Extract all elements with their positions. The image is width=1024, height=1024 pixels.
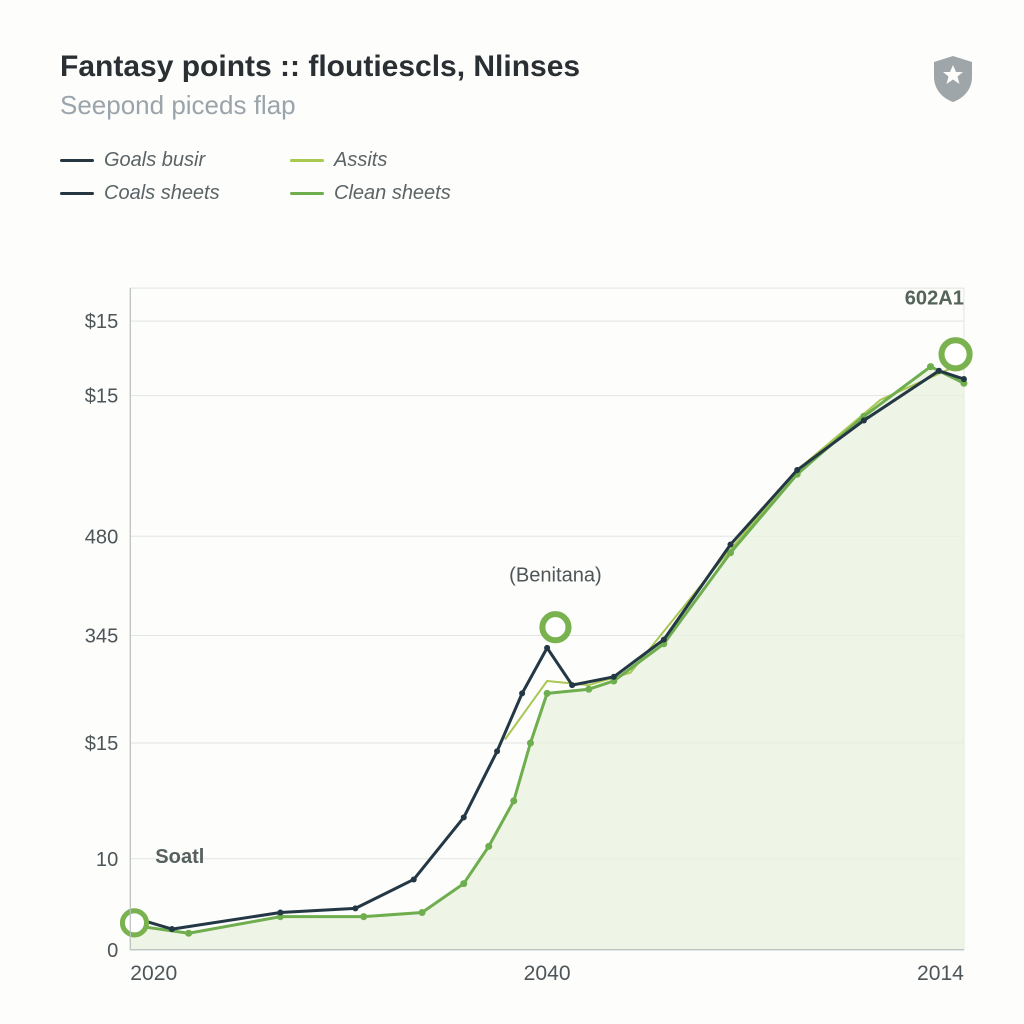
legend-swatch (290, 159, 324, 162)
legend-item: Clean sheets (290, 182, 490, 205)
legend: Goals busir Assits Coals sheets Clean sh… (60, 149, 984, 205)
svg-text:$15: $15 (85, 386, 118, 408)
line-chart: $15 $15 480 345 $15 10 0 2020 2040 2014 Soatl (Beni… (60, 270, 984, 994)
legend-label: Assits (334, 149, 387, 172)
legend-item: Assits (290, 149, 490, 172)
svg-text:480: 480 (85, 526, 118, 548)
svg-text:0: 0 (107, 940, 118, 962)
chart-subtitle: Seepond piceds flap (60, 90, 984, 121)
svg-text:2020: 2020 (130, 962, 177, 985)
svg-text:Soatl: Soatl (155, 846, 204, 868)
legend-item: Coals sheets (60, 182, 260, 205)
svg-text:602A1: 602A1 (905, 288, 964, 310)
svg-text:$15: $15 (85, 733, 118, 755)
legend-swatch (60, 159, 94, 162)
legend-item: Goals busir (60, 149, 260, 172)
legend-swatch (60, 192, 94, 195)
svg-text:2014: 2014 (917, 962, 964, 985)
svg-text:345: 345 (85, 625, 118, 647)
legend-label: Coals sheets (104, 182, 220, 205)
page-root: Fantasy points :: floutiescls, Nlinses S… (0, 0, 1024, 1024)
svg-text:2040: 2040 (524, 962, 571, 985)
shield-icon (932, 55, 974, 103)
legend-swatch (290, 192, 324, 195)
svg-text:10: 10 (96, 849, 118, 871)
svg-text:(Benitana): (Benitana) (509, 565, 602, 587)
legend-label: Goals busir (104, 149, 205, 172)
svg-text:$15: $15 (85, 311, 118, 333)
chart-title: Fantasy points :: floutiescls, Nlinses (60, 50, 984, 84)
legend-label: Clean sheets (334, 182, 451, 205)
